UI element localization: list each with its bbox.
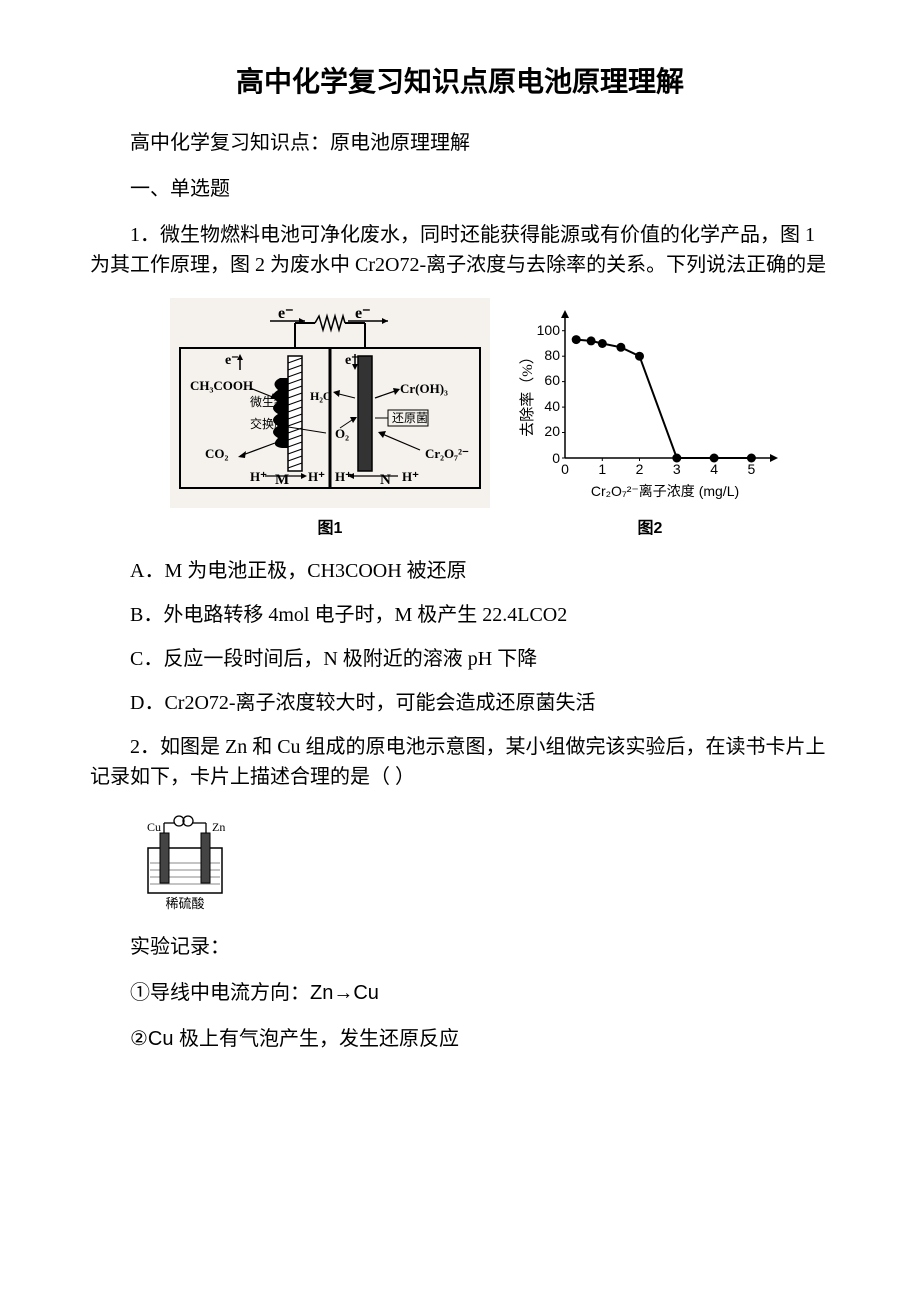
co2-label: CO₂ (205, 446, 229, 461)
svg-text:M: M (275, 472, 289, 488)
eminus-left: e⁻ (278, 305, 294, 322)
acid-label: 稀硫酸 (165, 896, 204, 911)
figures-row: e⁻ e⁻ e⁻ (130, 298, 830, 538)
fig3-svg: Cu Zn 稀硫酸 (130, 808, 240, 913)
figure-2: 0 20 40 60 80 100 0 1 2 3 4 5 去除率（%） Cr₂… (510, 298, 790, 538)
q1-option-a: A．M 为电池正极，CH3COOH 被还原 (90, 556, 830, 586)
q2-record-label: 实验记录： (90, 932, 830, 962)
weishengwu-label: 微生物 (250, 395, 286, 409)
svg-text:H₂O: H₂O (310, 389, 332, 403)
fig2-svg: 0 20 40 60 80 100 0 1 2 3 4 5 去除率（%） Cr₂… (510, 298, 790, 508)
cr2o7-label: Cr₂O₇²⁻ (425, 446, 469, 461)
q2-item1: ①导线中电流方向：Zn→Cu (90, 978, 830, 1008)
q1-option-d: D．Cr2O72-离子浓度较大时，可能会造成还原菌失活 (90, 688, 830, 718)
figure-3: Cu Zn 稀硫酸 (130, 808, 830, 918)
svg-text:Cr₂O₇²⁻离子浓度 (mg/L): Cr₂O₇²⁻离子浓度 (mg/L) (591, 483, 739, 499)
figure-1: e⁻ e⁻ e⁻ (170, 298, 490, 538)
jiaohuanmo-label: 交换膜 (250, 416, 286, 431)
q1-stem: 1．微生物燃料电池可净化废水，同时还能获得能源或有价值的化学产品，图 1 为其工… (90, 220, 830, 280)
svg-text:H⁺: H⁺ (250, 469, 267, 484)
svg-text:H⁺: H⁺ (308, 469, 325, 484)
svg-text:20: 20 (544, 423, 560, 439)
svg-text:e⁻: e⁻ (225, 353, 239, 368)
fig1-label: 图1 (318, 514, 343, 538)
svg-text:60: 60 (544, 372, 560, 388)
svg-text:0: 0 (552, 450, 560, 466)
q2-item2: ②Cu 极上有气泡产生，发生还原反应 (90, 1024, 830, 1054)
q2-stem: 2．如图是 Zn 和 Cu 组成的原电池示意图，某小组做完该实验后，在读书卡片上… (90, 732, 830, 792)
svg-text:1: 1 (598, 461, 606, 477)
zn-label: Zn (212, 820, 225, 834)
svg-text:2: 2 (636, 461, 644, 477)
svg-text:100: 100 (537, 322, 561, 338)
svg-text:H⁺: H⁺ (402, 469, 419, 484)
fig2-label: 图2 (638, 514, 663, 538)
svg-text:40: 40 (544, 398, 560, 414)
q1-option-b: B．外电路转移 4mol 电子时，M 极产生 22.4LCO2 (90, 600, 830, 630)
page-title: 高中化学复习知识点原电池原理理解 (90, 60, 830, 100)
fig1-svg: e⁻ e⁻ e⁻ (170, 298, 490, 508)
svg-text:O₂: O₂ (335, 426, 349, 441)
svg-text:去除率（%）: 去除率（%） (519, 349, 536, 437)
svg-text:3: 3 (673, 461, 681, 477)
svg-text:N: N (380, 472, 391, 488)
svg-text:4: 4 (710, 461, 718, 477)
q1-option-c: C．反应一段时间后，N 极附近的溶液 pH 下降 (90, 644, 830, 674)
svg-text:5: 5 (748, 461, 756, 477)
huanjun-label: 还原菌 (392, 411, 428, 425)
section-heading: 一、单选题 (90, 174, 830, 204)
svg-text:80: 80 (544, 347, 560, 363)
subtitle: 高中化学复习知识点：原电池原理理解 (90, 128, 830, 158)
eminus-right: e⁻ (355, 305, 371, 322)
croh3-label: Cr(OH)₃ (400, 381, 448, 396)
cu-label: Cu (147, 820, 161, 834)
ch3cooh-label: CH₃COOH (190, 378, 253, 393)
svg-text:0: 0 (561, 461, 569, 477)
